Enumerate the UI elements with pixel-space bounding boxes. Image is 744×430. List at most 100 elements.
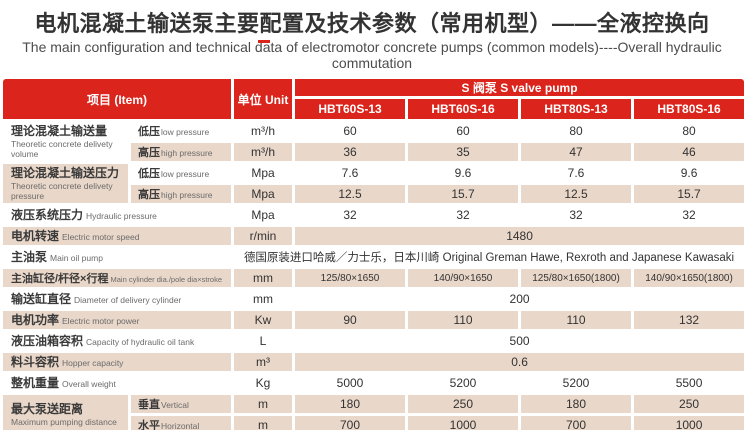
unit-cell: m³/h (234, 122, 293, 141)
value-cell: 80 (521, 122, 632, 141)
unit-cell: L (234, 332, 293, 351)
table-row: 整机重量 Overall weight Kg 5000 5200 5200 550… (3, 374, 744, 393)
value-cell: 125/80×1650 (295, 269, 406, 288)
value-cell: 140/90×1650(1800) (634, 269, 744, 288)
table-row: 理论混凝土输送量 Theoretic concrete delivety vol… (3, 122, 744, 162)
unit-cell: Mpa (234, 206, 293, 225)
value-cell: 80 (634, 122, 744, 141)
row-label: 液压系统压力 Hydraulic pressure (3, 206, 232, 225)
row-label-zh: 理论混凝土输送量 (11, 124, 108, 139)
row-label: 整机重量 Overall weight (3, 374, 232, 393)
value-cell: 9.6 (634, 164, 744, 183)
red-accent-mark (258, 40, 270, 43)
sub-label: 低压low pressure (131, 122, 232, 141)
value-cell: 7.6 (521, 164, 632, 183)
value-cell: 60 (295, 122, 406, 141)
value-cell: 32 (295, 206, 406, 225)
table-row: 最大泵送距离 Maximum pumping distance 垂直Vertic… (3, 395, 744, 430)
unit-cell: mm (234, 290, 293, 309)
row-label-en: Theoretic concrete delivety volume (11, 139, 113, 160)
unit-cell: m (234, 395, 293, 414)
table-row: 主油缸径/杆径×行程 Main cylinder dia./pole dia×st… (3, 269, 744, 288)
header-unit: 单位 Unit (234, 79, 293, 120)
unit-cell: r/min (234, 227, 293, 246)
table-row: 液压油箱容积 Capacity of hydraulic oil tank L 5… (3, 332, 744, 351)
header-row-group: 项目 (Item) 单位 Unit S 阀泵 S valve pump (3, 79, 744, 120)
row-label: 主油泵 Main oil pump (3, 248, 232, 267)
row-label: 理论混凝土输送压力 Theoretic concrete delivety pr… (3, 164, 128, 204)
header-model-2: HBT60S-16 (408, 99, 519, 120)
row-label: 主油缸径/杆径×行程 Main cylinder dia./pole dia×st… (3, 269, 232, 288)
value-cell: 5000 (295, 374, 406, 393)
table-row: 电机转速 Electric motor speed r/min 1480 (3, 227, 744, 246)
row-label: 电机功率 Electric motor power (3, 311, 232, 330)
value-cell: 47 (521, 143, 632, 162)
table-row: 水平Horizontal m 700 1000 700 1000 (3, 416, 744, 430)
value-cell: 5200 (521, 374, 632, 393)
unit-cell: Kg (234, 374, 293, 393)
page-title-en: The main configuration and technical dat… (22, 39, 722, 72)
sub-label: 垂直Vertical (131, 395, 232, 414)
row-label: 输送缸直径 Diameter of delivery cylinder (3, 290, 232, 309)
header-row-models: HBT60S-13 HBT60S-16 HBT80S-13 HBT80S-16 (3, 99, 744, 120)
value-cell-span: 0.6 (295, 353, 744, 372)
sub-label: 高压high pressure (131, 185, 232, 204)
value-cell: 125/80×1650(1800) (521, 269, 632, 288)
header-pump-group: S 阀泵 S valve pump (295, 79, 744, 97)
value-cell: 32 (408, 206, 519, 225)
value-cell: 180 (521, 395, 632, 414)
value-cell: 110 (521, 311, 632, 330)
value-cell: 110 (408, 311, 519, 330)
value-cell: 140/90×1650 (408, 269, 519, 288)
table-row: 高压high pressure Mpa 12.5 15.7 12.5 15.7 (3, 185, 744, 204)
value-cell: 1000 (634, 416, 744, 430)
value-cell: 7.6 (295, 164, 406, 183)
value-cell: 180 (295, 395, 406, 414)
unit-cell: m (234, 416, 293, 430)
value-cell: 700 (521, 416, 632, 430)
value-cell: 32 (521, 206, 632, 225)
table-row: 料斗容积 Hopper capacity m³ 0.6 (3, 353, 744, 372)
value-cell: 12.5 (295, 185, 406, 204)
table-row: 电机功率 Electric motor power Kw 90 110 110 1… (3, 311, 744, 330)
unit-cell: Kw (234, 311, 293, 330)
value-cell: 5200 (408, 374, 519, 393)
header-model-3: HBT80S-13 (521, 99, 632, 120)
table-row: 液压系统压力 Hydraulic pressure Mpa 32 32 32 32 (3, 206, 744, 225)
value-cell: 5500 (634, 374, 744, 393)
table-row: 输送缸直径 Diameter of delivery cylinder mm 20… (3, 290, 744, 309)
table-row: 主油泵 Main oil pump 德国原装进口哈威／力士乐，日本川崎 Origi… (3, 248, 744, 267)
value-cell: 60 (408, 122, 519, 141)
value-cell: 32 (634, 206, 744, 225)
sub-label: 水平Horizontal (131, 416, 232, 430)
unit-cell: Mpa (234, 164, 293, 183)
unit-cell: m³/h (234, 143, 293, 162)
value-cell: 132 (634, 311, 744, 330)
page-title-zh: 电机混凝土输送泵主要配置及技术参数（常用机型）——全液控换向 (34, 11, 710, 36)
row-label: 料斗容积 Hopper capacity (3, 353, 232, 372)
spec-table: 项目 (Item) 单位 Unit S 阀泵 S valve pump HBT6… (0, 76, 744, 430)
value-cell: 35 (408, 143, 519, 162)
value-cell: 12.5 (521, 185, 632, 204)
value-cell: 15.7 (408, 185, 519, 204)
sub-label: 高压high pressure (131, 143, 232, 162)
row-label: 理论混凝土输送量 Theoretic concrete delivety vol… (3, 122, 128, 162)
value-cell: 700 (295, 416, 406, 430)
row-label: 最大泵送距离 Maximum pumping distance (3, 395, 128, 430)
value-cell: 250 (408, 395, 519, 414)
row-label: 液压油箱容积 Capacity of hydraulic oil tank (3, 332, 232, 351)
table-row: 高压high pressure m³/h 36 35 47 46 (3, 143, 744, 162)
value-cell: 15.7 (634, 185, 744, 204)
unit-cell: Mpa (234, 185, 293, 204)
table-row: 理论混凝土输送压力 Theoretic concrete delivety pr… (3, 164, 744, 204)
value-cell: 9.6 (408, 164, 519, 183)
header-model-4: HBT80S-16 (634, 99, 744, 120)
sub-label: 低压low pressure (131, 164, 232, 183)
header-model-1: HBT60S-13 (295, 99, 406, 120)
value-cell-span: 德国原装进口哈威／力士乐，日本川崎 Original Greman Hawe, … (234, 248, 744, 267)
value-cell: 36 (295, 143, 406, 162)
value-cell: 250 (634, 395, 744, 414)
value-cell-span: 500 (295, 332, 744, 351)
title-block: 电机混凝土输送泵主要配置及技术参数（常用机型）——全液控换向 The main … (0, 0, 744, 71)
